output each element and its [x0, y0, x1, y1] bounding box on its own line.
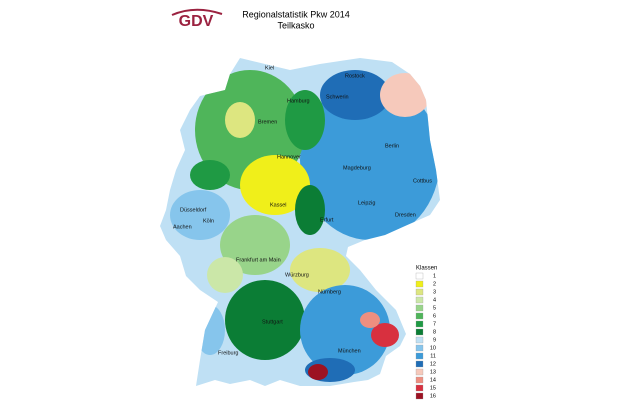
legend-label: 10 — [430, 345, 436, 351]
legend-swatch — [415, 288, 424, 296]
city-label: Düsseldorf — [180, 207, 207, 213]
legend-swatch — [415, 296, 424, 304]
legend-label: 11 — [430, 353, 436, 359]
legend-label: 14 — [430, 377, 436, 383]
legend-label: 5 — [433, 305, 436, 311]
city-label: Nürnberg — [318, 289, 341, 295]
legend-swatch — [415, 376, 424, 384]
legend-swatch — [415, 392, 424, 400]
legend-label: 12 — [430, 361, 436, 367]
legend-swatch — [415, 352, 424, 360]
legend-swatch — [415, 280, 424, 288]
subtitle: Teilkasko — [277, 20, 314, 30]
legend-swatch — [415, 272, 424, 280]
city-label: Erfurt — [320, 217, 334, 223]
logo: GDV — [179, 13, 214, 30]
legend-swatch — [415, 360, 424, 368]
legend-swatch — [415, 320, 424, 328]
legend-label: 1 — [433, 273, 436, 279]
city-label: Schwerin — [326, 94, 349, 100]
city-label: Hamburg — [287, 98, 310, 104]
legend-swatch — [415, 368, 424, 376]
legend-label: 16 — [430, 393, 436, 399]
title: Regionalstatistik Pkw 2014 — [242, 9, 350, 19]
map — [160, 58, 440, 386]
legend-swatch — [415, 304, 424, 312]
city-label: Stuttgart — [262, 319, 283, 325]
city-label: München — [338, 348, 361, 354]
legend-label: 4 — [433, 297, 436, 303]
city-label: Magdeburg — [343, 165, 371, 171]
city-label: Köln — [203, 218, 214, 224]
city-labels: Kiel Rostock Schwerin Hamburg Bremen Ber… — [173, 65, 432, 356]
legend-label: 6 — [433, 313, 436, 319]
city-label: Kiel — [265, 65, 274, 71]
legend-label: 8 — [433, 329, 436, 335]
city-label: Frankfurt am Main — [236, 257, 281, 263]
legend-label: 7 — [433, 321, 436, 327]
city-label: Kassel — [270, 202, 287, 208]
city-label: Leipzig — [358, 200, 375, 206]
city-label: Hannover — [277, 154, 301, 160]
legend-label: 3 — [433, 289, 436, 295]
city-label: Bremen — [258, 119, 277, 125]
legend-label: 2 — [433, 281, 436, 287]
legend-label: 13 — [430, 369, 436, 375]
legend-swatch — [415, 328, 424, 336]
city-label: Aachen — [173, 224, 192, 230]
city-label: Berlin — [385, 143, 399, 149]
legend-swatch — [415, 336, 424, 344]
legend-label: 15 — [430, 385, 436, 391]
legend-swatch — [415, 312, 424, 320]
logo-swoosh — [171, 8, 223, 16]
legend-swatch — [415, 344, 424, 352]
legend-swatch — [415, 384, 424, 392]
city-label: Würzburg — [285, 272, 309, 278]
city-label: Freiburg — [218, 350, 238, 356]
legend-label: 9 — [433, 337, 436, 343]
legend-title: Klassen — [416, 266, 437, 272]
city-label: Dresden — [395, 212, 416, 218]
city-label: Cottbus — [413, 178, 432, 184]
city-label: Rostock — [345, 73, 365, 79]
